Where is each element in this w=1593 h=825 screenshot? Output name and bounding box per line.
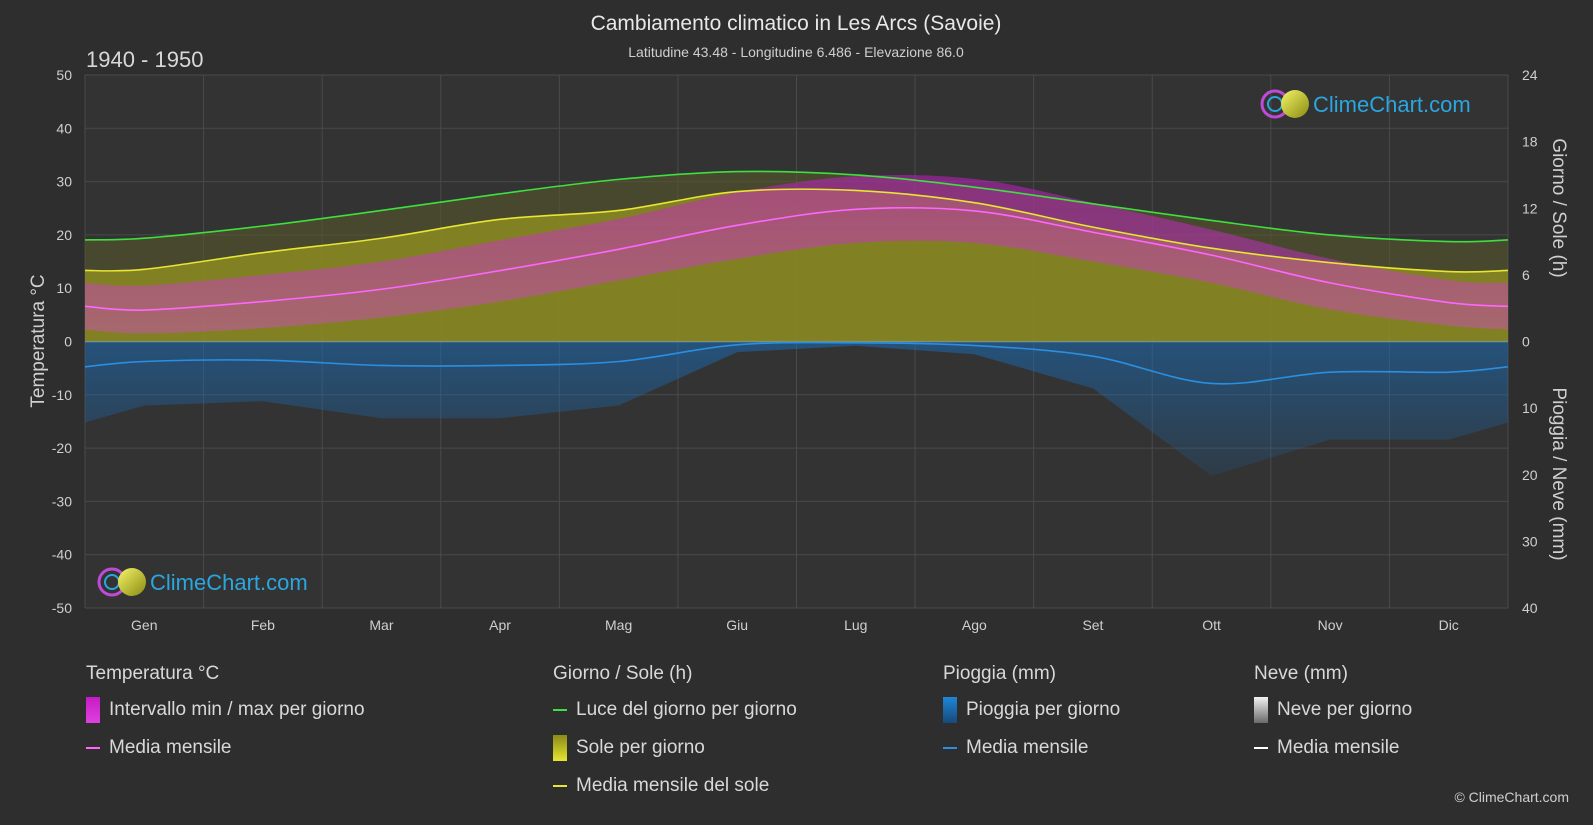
legend-item-rain-mean: Media mensile <box>943 734 1120 762</box>
x-tick-label: Mag <box>605 617 632 633</box>
legend-item-snow-mean: Media mensile <box>1254 734 1412 762</box>
right-top-axis-label: Giorno / Sole (h) <box>1548 138 1569 277</box>
legend-title-sun: Giorno / Sole (h) <box>553 663 693 684</box>
legend-group-snow: Neve (mm) Neve per giorno Media mensile <box>1254 662 1412 762</box>
period-label: 1940 - 1950 <box>86 47 203 72</box>
data-lines <box>85 170 1508 385</box>
x-tick-label: Nov <box>1318 617 1343 633</box>
logo-top-text: ClimeChart.com <box>1313 92 1471 117</box>
legend-item-label: Sole per giorno <box>576 737 705 758</box>
legend-item-sunshine: Sole per giorno <box>553 734 797 762</box>
logo-top: ClimeChart.com <box>1260 89 1471 119</box>
chart-subtitle: Latitudine 43.48 - Longitudine 6.486 - E… <box>628 44 964 60</box>
legend-group-temperature: Temperatura °C Intervallo min / max per … <box>86 662 365 762</box>
rain-swatch <box>943 696 957 723</box>
rain-area <box>85 341 1508 476</box>
legend-title-rain: Pioggia (mm) <box>943 663 1056 684</box>
left-tick-label: 40 <box>56 120 72 136</box>
legend-item-sun-mean: Media mensile del sole <box>553 772 797 800</box>
snow-swatch <box>1254 696 1268 723</box>
right-top-tick-label: 12 <box>1522 200 1538 216</box>
x-tick-label: Ott <box>1202 617 1221 633</box>
series-line-3 <box>85 341 1508 385</box>
legend-item-label: Media mensile <box>966 737 1089 758</box>
left-tick-label: 20 <box>56 227 72 243</box>
left-tick-label: -50 <box>52 600 72 616</box>
rain-mean-swatch <box>943 746 957 749</box>
legend-item-daylight: Luce del giorno per giorno <box>553 696 797 724</box>
x-tick-label: Ago <box>962 617 987 633</box>
x-tick-label: Dic <box>1439 617 1459 633</box>
left-tick-label: 30 <box>56 174 72 190</box>
left-tick-label: -10 <box>52 387 72 403</box>
x-tick-label: Giu <box>726 617 748 633</box>
x-tick-label: Mar <box>369 617 393 633</box>
series-line-2 <box>85 206 1508 311</box>
data-areas <box>85 171 1508 476</box>
legend-item-temp-mean: Media mensile <box>86 734 365 762</box>
legend-item-rain: Pioggia per giorno <box>943 696 1120 724</box>
left-tick-label: -20 <box>52 440 72 456</box>
legend-item-minmax: Intervallo min / max per giorno <box>86 696 365 724</box>
temperature-range-area <box>85 174 1508 334</box>
sunshine-swatch <box>553 734 567 761</box>
legend-item-label: Luce del giorno per giorno <box>576 699 797 720</box>
right-bottom-tick-label: 10 <box>1522 400 1538 416</box>
legend-item-snow: Neve per giorno <box>1254 696 1412 724</box>
left-tick-label: 50 <box>56 67 72 83</box>
legend-group-rain: Pioggia (mm) Pioggia per giorno Media me… <box>943 662 1120 762</box>
right-bottom-tick-label: 20 <box>1522 467 1538 483</box>
legend-item-label: Neve per giorno <box>1277 699 1413 720</box>
right-bottom-tick-label: 30 <box>1522 533 1538 549</box>
left-tick-label: 0 <box>64 334 72 350</box>
chart-title: Cambiamento climatico in Les Arcs (Savoi… <box>591 12 1002 35</box>
axis-ticks: 50 40 30 20 10 0 -10 -20 -30 -40 -50 24 18 12 6 0 10 20 30… <box>52 67 1538 633</box>
x-tick-label: Gen <box>131 617 157 633</box>
legend-group-sun: Giorno / Sole (h) Luce del giorno per gi… <box>553 662 797 800</box>
left-tick-label: 10 <box>56 280 72 296</box>
right-bottom-axis-label: Pioggia / Neve (mm) <box>1548 387 1569 560</box>
minmax-swatch <box>86 696 100 723</box>
legend-title-temperature: Temperatura °C <box>86 663 220 684</box>
right-bottom-tick-label: 40 <box>1522 600 1538 616</box>
legend-item-label: Media mensile <box>109 737 232 758</box>
left-axis-label: Temperatura °C <box>28 274 49 407</box>
temp-mean-swatch <box>86 746 100 749</box>
legend-item-label: Media mensile <box>1277 737 1400 758</box>
legend-item-label: Media mensile del sole <box>576 775 770 796</box>
right-top-tick-label: 24 <box>1522 67 1538 83</box>
x-tick-label: Lug <box>844 617 867 633</box>
left-tick-label: -30 <box>52 493 72 509</box>
left-tick-label: -40 <box>52 547 72 563</box>
right-top-tick-label: 6 <box>1522 267 1530 283</box>
right-top-tick-label: 0 <box>1522 334 1530 350</box>
climate-chart: Cambiamento climatico in Les Arcs (Savoi… <box>28 12 1569 633</box>
logo-bottom-text: ClimeChart.com <box>150 570 308 595</box>
x-tick-label: Feb <box>251 617 275 633</box>
daylight-swatch <box>553 708 567 711</box>
legend-item-label: Intervallo min / max per giorno <box>109 699 365 720</box>
series-line-1 <box>85 188 1508 273</box>
snow-mean-swatch <box>1254 746 1268 749</box>
series-line-0 <box>85 170 1508 243</box>
right-top-tick-label: 18 <box>1522 134 1538 150</box>
legend-item-label: Pioggia per giorno <box>966 699 1121 720</box>
x-tick-label: Apr <box>489 617 511 633</box>
x-tick-label: Set <box>1082 617 1103 633</box>
sun-mean-swatch <box>553 784 567 787</box>
logo-bottom: ClimeChart.com <box>97 567 308 597</box>
legend-title-snow: Neve (mm) <box>1254 663 1348 684</box>
legend: Temperatura °C Intervallo min / max per … <box>0 662 1593 812</box>
